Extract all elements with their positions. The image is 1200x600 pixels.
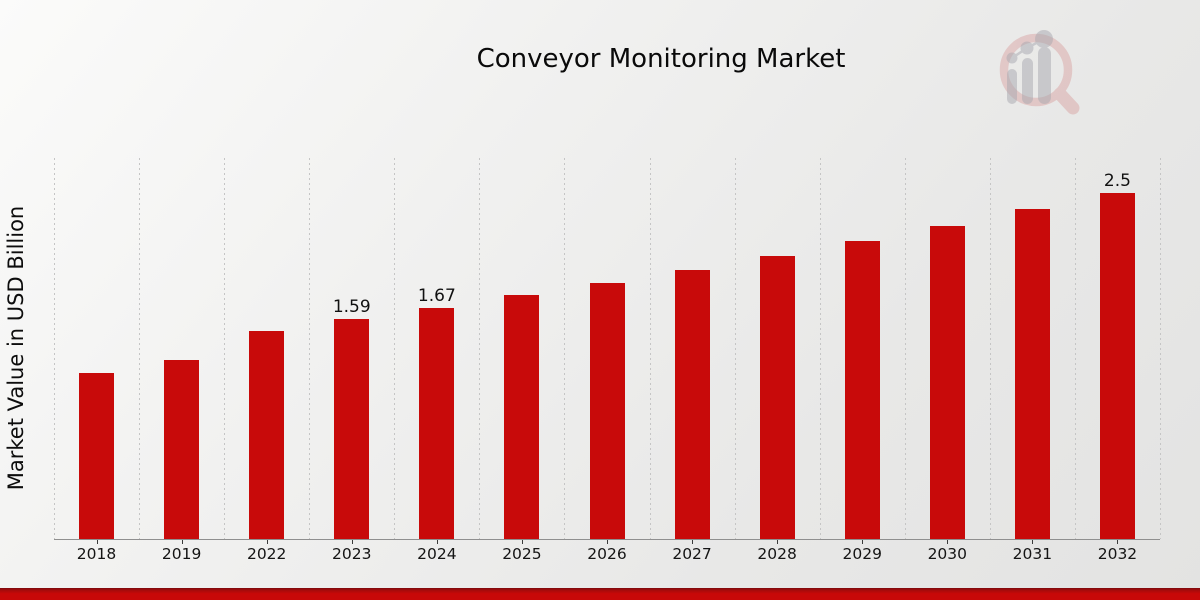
gridline <box>1074 158 1076 539</box>
bottom-red-band <box>0 588 1200 600</box>
chart-title: Conveyor Monitoring Market <box>476 44 846 74</box>
gridline <box>649 158 651 539</box>
x-tick-label-2026: 2026 <box>587 545 627 563</box>
x-tick-label-2028: 2028 <box>757 545 797 563</box>
gridline <box>989 158 991 539</box>
x-tick-label-2027: 2027 <box>672 545 712 563</box>
bar-2028 <box>759 256 795 539</box>
x-tick-label-2018: 2018 <box>76 545 117 563</box>
bar-2022 <box>249 331 285 539</box>
bar-value-label-2032: 2.5 <box>1103 170 1131 191</box>
x-tick-label-2032: 2032 <box>1097 545 1138 563</box>
logo-bars <box>1006 30 1053 104</box>
x-tick-2027 <box>692 540 694 544</box>
x-tick-2023 <box>351 540 353 544</box>
x-tick-2029 <box>862 540 864 544</box>
bar-value-label-2023: 1.59 <box>332 296 371 317</box>
bar-2026 <box>589 282 625 539</box>
x-tick-label-2029: 2029 <box>842 545 882 563</box>
bar-value-label-2024: 1.67 <box>417 285 456 306</box>
magnifier-handle <box>1053 87 1080 115</box>
x-tick-label-2022: 2022 <box>246 545 287 563</box>
x-tick-2032 <box>1117 540 1119 544</box>
x-tick-label-2023: 2023 <box>332 545 372 563</box>
x-tick-2018 <box>96 540 98 544</box>
gridline <box>139 158 141 539</box>
x-tick-label-2030: 2030 <box>927 545 968 563</box>
gridline <box>54 158 55 539</box>
x-tick-2024 <box>436 540 438 544</box>
magnifier-bar-chart-logo-icon <box>999 30 1080 115</box>
gridline <box>564 158 566 539</box>
gridline <box>904 158 906 539</box>
x-tick-2028 <box>777 540 779 544</box>
gridline <box>309 158 311 539</box>
gridline <box>394 158 396 539</box>
bar-2030 <box>929 225 965 539</box>
x-tick-label-2031: 2031 <box>1012 545 1053 563</box>
x-tick-label-2025: 2025 <box>502 545 542 563</box>
bar-2019 <box>164 360 200 539</box>
x-tick-2025 <box>521 540 523 544</box>
x-tick-label-2024: 2024 <box>417 545 457 563</box>
x-tick-2019 <box>181 540 183 544</box>
bar-2025 <box>504 295 540 539</box>
gridline <box>734 158 736 539</box>
gridline <box>819 158 821 539</box>
gridline <box>479 158 481 539</box>
bar-2023 <box>334 318 370 539</box>
bar-2031 <box>1014 209 1050 539</box>
gridline <box>224 158 226 539</box>
bar-2029 <box>844 241 880 539</box>
x-tick-2026 <box>607 540 608 544</box>
x-tick-2030 <box>947 540 949 544</box>
x-tick-label-2019: 2019 <box>161 545 202 563</box>
bar-2018 <box>79 372 115 539</box>
bar-2024 <box>419 307 455 539</box>
bar-2032 <box>1099 192 1135 539</box>
bar-2027 <box>674 270 710 539</box>
x-axis-line <box>54 539 1160 540</box>
x-tick-2022 <box>266 540 268 544</box>
gridline <box>1160 158 1161 539</box>
x-tick-2031 <box>1032 540 1034 544</box>
